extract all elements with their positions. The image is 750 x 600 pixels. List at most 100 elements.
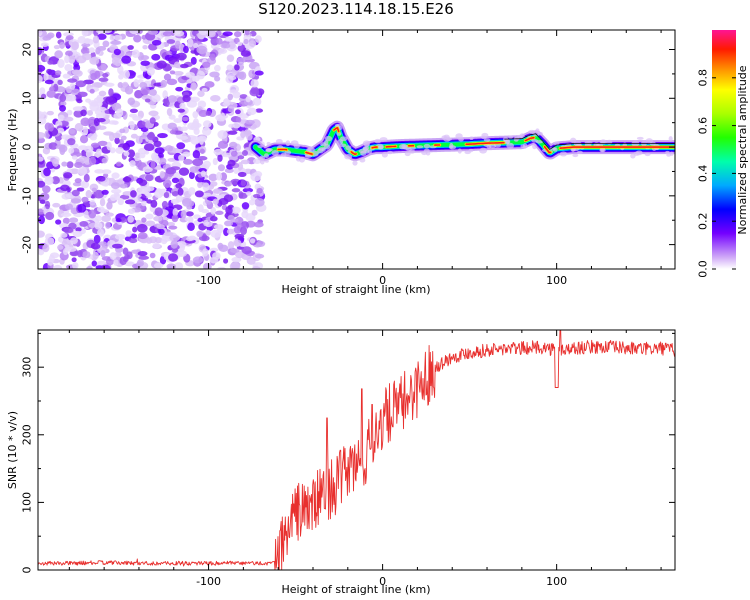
noise-speckle — [77, 203, 87, 213]
noise-speckle — [162, 179, 172, 188]
noise-speckle — [76, 98, 83, 104]
noise-speckle — [215, 171, 223, 181]
noise-speckle — [71, 155, 78, 160]
noise-speckle — [79, 221, 89, 227]
noise-speckle — [197, 135, 207, 142]
noise-speckle — [52, 158, 59, 167]
noise-speckle — [106, 201, 113, 210]
noise-speckle — [227, 130, 238, 135]
ridge-haze — [259, 158, 265, 165]
noise-speckle — [97, 140, 108, 146]
noise-speckle — [238, 61, 244, 67]
noise-speckle — [209, 53, 216, 61]
noise-speckle — [182, 151, 191, 158]
noise-speckle — [129, 30, 140, 35]
noise-speckle — [57, 59, 65, 68]
noise-speckle — [77, 91, 88, 98]
noise-speckle — [120, 135, 127, 141]
ridge-haze — [264, 159, 269, 163]
noise-speckle — [62, 217, 70, 225]
noise-speckle — [145, 174, 154, 182]
noise-speckle — [187, 222, 195, 231]
noise-speckle — [83, 173, 90, 183]
ridge-haze — [535, 128, 540, 134]
noise-speckle — [89, 56, 100, 65]
noise-speckle — [64, 55, 70, 64]
noise-speckle — [177, 108, 185, 113]
noise-speckle — [64, 63, 73, 72]
noise-speckle — [185, 71, 195, 78]
noise-speckle — [248, 40, 257, 47]
noise-speckle — [140, 86, 151, 95]
ridge-haze — [513, 137, 519, 142]
noise-speckle — [128, 113, 138, 118]
snr-panel: -100 0 100 0 100 200 300 Height of straight li… — [6, 329, 676, 596]
noise-speckle — [105, 221, 111, 229]
noise-speckle — [252, 97, 262, 106]
noise-speckle — [94, 169, 105, 174]
noise-speckle — [227, 215, 235, 221]
noise-speckle — [60, 212, 72, 218]
noise-speckle — [106, 141, 112, 151]
noise-speckle — [98, 77, 109, 82]
ridge-haze — [352, 160, 358, 166]
noise-speckle — [217, 130, 228, 140]
noise-speckle — [112, 120, 119, 125]
noise-speckle — [253, 229, 263, 235]
noise-speckle — [100, 215, 112, 222]
noise-speckle — [142, 166, 153, 173]
noise-speckle — [39, 87, 46, 95]
noise-speckle — [209, 216, 218, 222]
noise-speckle — [228, 41, 236, 50]
noise-speckle — [217, 140, 229, 149]
noise-speckle — [90, 142, 100, 148]
colorbar-tick-label: 0.6 — [697, 117, 710, 135]
noise-speckle — [188, 171, 195, 180]
noise-speckle — [222, 31, 233, 37]
noise-speckle — [43, 72, 49, 82]
ridge-haze — [275, 139, 283, 144]
noise-speckle — [210, 95, 221, 102]
noise-speckle — [89, 203, 97, 208]
noise-speckle — [69, 250, 79, 257]
noise-region — [38, 30, 267, 269]
noise-speckle — [171, 214, 179, 223]
noise-speckle — [130, 133, 138, 139]
noise-speckle — [72, 106, 84, 112]
noise-speckle — [189, 200, 195, 207]
noise-speckle — [141, 133, 147, 140]
noise-speckle — [74, 161, 83, 169]
noise-speckle — [100, 63, 107, 71]
noise-speckle — [96, 118, 106, 123]
ridge-haze — [527, 129, 536, 134]
ridge-haze — [285, 140, 291, 147]
ridge-haze — [576, 150, 583, 154]
noise-speckle — [169, 129, 176, 135]
noise-speckle — [66, 109, 73, 116]
snr-axes: -100 0 100 0 100 200 300 — [21, 330, 675, 588]
spectrogram-y-tick-label: -10 — [21, 187, 34, 205]
noise-speckle — [57, 244, 64, 250]
noise-speckle — [196, 70, 205, 80]
snr-frame — [37, 329, 676, 571]
noise-speckle — [245, 191, 252, 196]
colorbar: 0.0 0.2 0.4 0.6 0.8 Normalized spectral ampl… — [697, 30, 749, 278]
noise-speckle — [240, 226, 247, 236]
noise-speckle — [250, 172, 262, 182]
noise-speckle — [83, 210, 89, 219]
noise-speckle — [77, 249, 83, 258]
noise-speckle — [237, 171, 247, 178]
noise-speckle — [97, 125, 107, 130]
ridge-haze — [381, 152, 388, 158]
noise-speckle — [99, 198, 106, 207]
noise-speckle — [151, 94, 161, 103]
ridge-haze — [257, 144, 264, 149]
ridge-haze — [668, 136, 673, 142]
noise-speckle — [77, 145, 88, 151]
noise-speckle — [192, 118, 199, 127]
noise-speckle — [90, 72, 98, 81]
noise-speckle — [175, 86, 184, 92]
noise-speckle — [249, 88, 260, 97]
ridge-haze — [517, 134, 523, 140]
noise-speckle — [110, 40, 122, 45]
